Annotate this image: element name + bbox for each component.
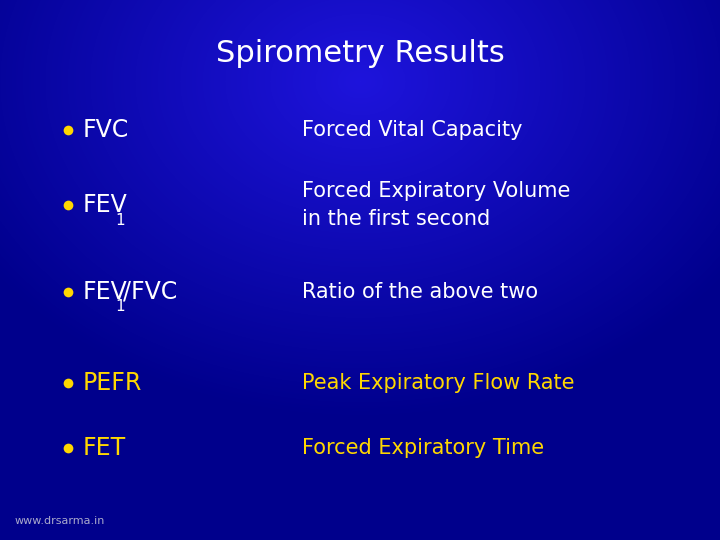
Text: Forced Expiratory Volume
in the first second: Forced Expiratory Volume in the first se… [302,181,571,229]
Text: Spirometry Results: Spirometry Results [215,39,505,69]
Text: PEFR: PEFR [83,372,142,395]
Text: FEV: FEV [83,280,127,303]
Text: www.drsarma.in: www.drsarma.in [14,516,105,526]
Text: FVC: FVC [83,118,129,141]
Text: 1: 1 [115,299,125,314]
Text: Peak Expiratory Flow Rate: Peak Expiratory Flow Rate [302,373,575,394]
Text: /FVC: /FVC [123,280,177,303]
Text: Ratio of the above two: Ratio of the above two [302,281,539,302]
Text: FET: FET [83,436,126,460]
Text: FEV: FEV [83,193,127,217]
Text: Forced Vital Capacity: Forced Vital Capacity [302,119,523,140]
Text: 1: 1 [115,213,125,228]
Text: Forced Expiratory Time: Forced Expiratory Time [302,438,544,458]
